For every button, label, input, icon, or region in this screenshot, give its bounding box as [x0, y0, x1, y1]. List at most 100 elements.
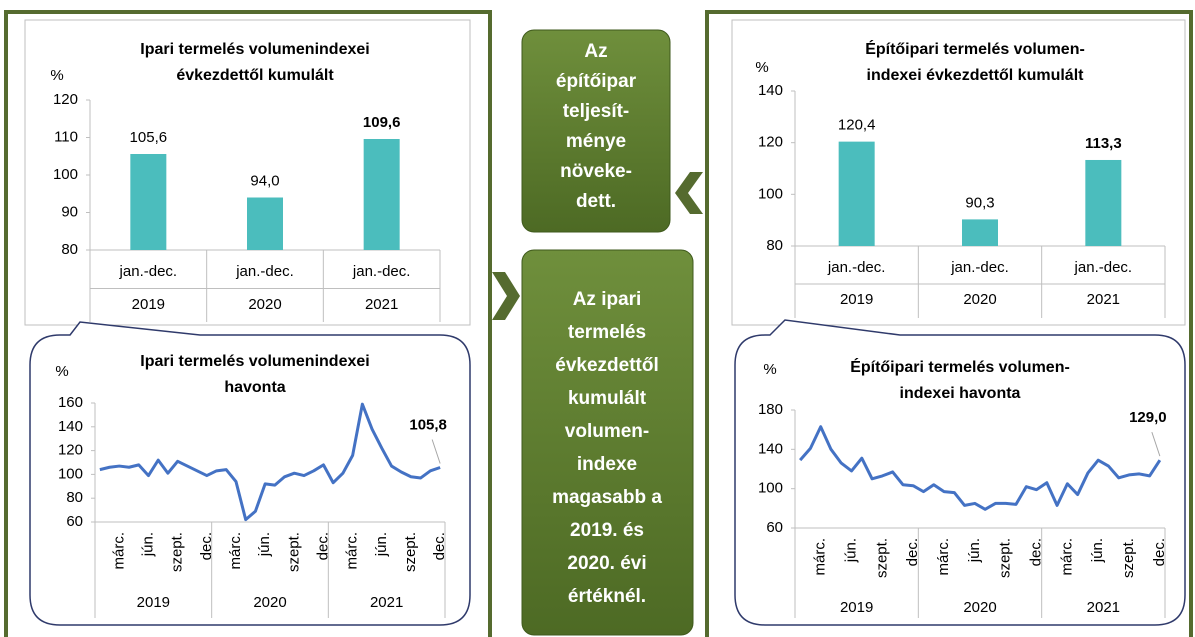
callout-text: építőipar: [556, 71, 637, 92]
x-tick-label: jan.-dec.: [235, 263, 294, 280]
callout-text: 2019. és: [570, 520, 644, 541]
y-tick-label: 60: [66, 513, 83, 530]
x-tick-label: dec.: [1027, 538, 1044, 566]
x-tick-label: dec.: [314, 532, 331, 560]
group-label: 2020: [963, 599, 996, 616]
x-tick-label: jún.: [842, 538, 859, 563]
callout-text: magasabb a: [552, 487, 662, 508]
callout-text: értéknél.: [568, 586, 646, 607]
x-tick-label: jan.-dec.: [827, 259, 886, 276]
y-tick-label: 80: [61, 241, 78, 258]
left-frame: [4, 10, 492, 637]
y-tick-label: 140: [758, 440, 783, 457]
y-tick-label: 100: [758, 480, 783, 497]
x-tick-label: dec.: [198, 532, 215, 560]
group-label: 2019: [132, 296, 165, 313]
x-tick-label: szept.: [873, 538, 890, 578]
x-tick-label: jún.: [139, 532, 156, 557]
x-tick-label: szept.: [402, 532, 419, 572]
x-tick-label: dec.: [431, 532, 448, 560]
x-tick-label: szept.: [997, 538, 1014, 578]
x-tick-label: jún.: [373, 532, 390, 557]
chart-title: Építőipari termelés volumen-: [865, 39, 1085, 58]
line: [99, 402, 441, 522]
callout-text: kumulált: [568, 388, 647, 409]
y-axis-label: %: [763, 361, 776, 378]
y-tick-label: 100: [758, 185, 783, 202]
x-tick-label: márc.: [227, 532, 244, 570]
group-label: 2021: [1087, 291, 1120, 308]
callout-text: évkezdettől: [555, 355, 658, 376]
data-label: 109,6: [363, 114, 401, 131]
callout-text: teljesít-: [563, 101, 630, 122]
bar: [838, 141, 875, 246]
y-tick-label: 60: [766, 519, 783, 536]
group-label: 2020: [253, 594, 286, 611]
data-label: 94,0: [250, 172, 279, 189]
y-tick-label: 80: [766, 237, 783, 254]
callout-box: [521, 249, 694, 636]
x-tick-label: jún.: [1089, 538, 1106, 563]
x-tick-label: dec.: [904, 538, 921, 566]
bar: [363, 139, 400, 250]
y-tick-label: 110: [54, 128, 78, 145]
callout-text: dett.: [576, 191, 616, 212]
y-axis-label: %: [50, 67, 63, 84]
x-tick-label: jan.-dec.: [352, 263, 411, 280]
callout-text: 2020. évi: [567, 553, 646, 574]
chart-title: évkezdettől kumulált: [176, 67, 334, 84]
x-tick-label: szept.: [285, 532, 302, 572]
group-label: 2019: [840, 599, 873, 616]
x-tick-label: jan.-dec.: [950, 259, 1009, 276]
bar: [130, 154, 167, 250]
x-tick-label: márc.: [1058, 538, 1075, 576]
chart-title: Építőipari termelés volumen-: [850, 357, 1070, 376]
callout-text: termelés: [568, 322, 646, 343]
callout-box: [521, 29, 671, 233]
chart-title: havonta: [224, 379, 285, 396]
bar: [962, 219, 998, 246]
x-tick-label: szept.: [1120, 538, 1137, 578]
chevron-left: [675, 172, 703, 214]
chevron-right: [492, 272, 520, 320]
chart-title: indexei évkezdettől kumulált: [867, 67, 1085, 84]
y-tick-label: 120: [53, 91, 78, 108]
annotation-leader: [431, 439, 441, 464]
group-label: 2021: [370, 594, 403, 611]
x-tick-label: jún.: [966, 538, 983, 563]
callout-text: ménye: [566, 131, 626, 152]
callout-text: volumen-: [565, 421, 649, 442]
data-label: 105,6: [130, 129, 168, 146]
callout-text: Az ipari: [573, 289, 642, 310]
y-tick-label: 100: [58, 465, 83, 482]
chart-title: Ipari termelés volumenindexei: [140, 353, 369, 370]
x-tick-label: jan.-dec.: [1074, 259, 1133, 276]
group-label: 2020: [963, 291, 996, 308]
x-tick-label: szept.: [169, 532, 186, 572]
chart-title: indexei havonta: [900, 385, 1021, 402]
annotation: 129,0: [1129, 409, 1167, 426]
y-axis-label: %: [55, 363, 68, 380]
x-tick-label: márc.: [812, 538, 829, 576]
speech-bubble: [734, 319, 1186, 626]
y-tick-label: 140: [758, 82, 783, 99]
y-tick-label: 180: [758, 401, 783, 418]
x-tick-label: jún.: [256, 532, 273, 557]
group-label: 2021: [365, 296, 398, 313]
y-tick-label: 100: [53, 166, 78, 183]
callout-text: indexe: [577, 454, 637, 475]
right-frame: [705, 10, 1193, 637]
y-tick-label: 140: [58, 418, 83, 435]
y-axis-label: %: [755, 59, 768, 76]
group-label: 2020: [248, 296, 281, 313]
x-tick-label: jan.-dec.: [119, 263, 178, 280]
x-tick-label: márc.: [110, 532, 127, 570]
x-tick-label: márc.: [935, 538, 952, 576]
line: [799, 425, 1162, 511]
bar: [1085, 159, 1122, 246]
annotation-leader: [1151, 431, 1161, 457]
y-tick-label: 160: [58, 394, 83, 411]
data-label: 90,3: [965, 194, 994, 211]
annotation: 105,8: [409, 416, 447, 433]
